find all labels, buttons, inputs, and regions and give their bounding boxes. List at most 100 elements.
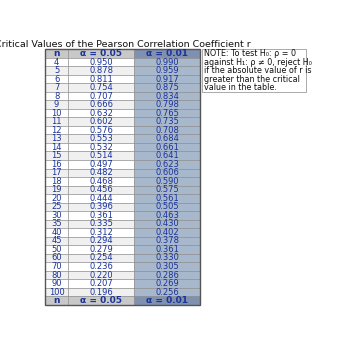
Text: 0.661: 0.661 [155, 143, 179, 152]
Bar [68, 279, 134, 288]
Text: 40: 40 [51, 228, 62, 237]
Bar [134, 92, 200, 100]
Text: 25: 25 [51, 202, 62, 211]
Text: α = 0.01: α = 0.01 [146, 296, 188, 305]
Text: 0.576: 0.576 [89, 126, 113, 135]
Bar [134, 143, 200, 152]
Bar [134, 117, 200, 126]
Bar [68, 228, 134, 237]
Text: 16: 16 [51, 160, 62, 169]
Text: 0.378: 0.378 [155, 236, 179, 245]
Bar [68, 185, 134, 194]
Text: 13: 13 [51, 134, 62, 143]
Bar [45, 279, 68, 288]
Bar [134, 279, 200, 288]
Bar [45, 177, 68, 185]
Text: 4: 4 [54, 57, 59, 66]
Bar [134, 75, 200, 83]
Text: NOTE: To test H₀: ρ = 0: NOTE: To test H₀: ρ = 0 [204, 49, 296, 58]
Bar [134, 152, 200, 160]
Text: 0.684: 0.684 [155, 134, 179, 143]
Bar [45, 143, 68, 152]
Text: 0.294: 0.294 [89, 236, 113, 245]
Bar [134, 185, 200, 194]
Text: 0.707: 0.707 [89, 92, 113, 101]
Text: 80: 80 [51, 271, 62, 280]
Bar [45, 100, 68, 109]
Bar [45, 254, 68, 262]
Text: 60: 60 [51, 254, 62, 263]
Bar [68, 49, 134, 58]
Text: 7: 7 [54, 83, 59, 92]
Bar [68, 211, 134, 220]
Text: 0.878: 0.878 [89, 66, 113, 75]
Text: 0.402: 0.402 [155, 228, 179, 237]
Bar [68, 237, 134, 245]
Bar [45, 75, 68, 83]
Bar [45, 262, 68, 271]
Bar [134, 220, 200, 228]
Text: 0.959: 0.959 [155, 66, 179, 75]
Text: 0.220: 0.220 [89, 271, 113, 280]
Bar [45, 152, 68, 160]
Bar [134, 288, 200, 296]
Bar [68, 262, 134, 271]
Text: 19: 19 [51, 185, 62, 194]
Text: 100: 100 [49, 288, 64, 297]
Bar [45, 126, 68, 135]
Text: 0.196: 0.196 [89, 288, 113, 297]
Text: 0.312: 0.312 [89, 228, 113, 237]
Text: 0.330: 0.330 [155, 254, 179, 263]
Bar [134, 66, 200, 75]
Bar [68, 117, 134, 126]
Text: 0.514: 0.514 [89, 151, 113, 160]
Bar [68, 92, 134, 100]
Bar [45, 117, 68, 126]
Bar [45, 271, 68, 279]
Text: 12: 12 [51, 126, 62, 135]
Bar [134, 254, 200, 262]
Bar [134, 271, 200, 279]
Text: α = 0.01: α = 0.01 [146, 49, 188, 58]
Bar [202, 49, 306, 92]
Bar [134, 211, 200, 220]
Bar [45, 288, 68, 296]
Text: 0.765: 0.765 [155, 109, 179, 118]
Text: 9: 9 [54, 100, 59, 109]
Bar [68, 177, 134, 185]
Bar [68, 66, 134, 75]
Text: 0.990: 0.990 [155, 57, 179, 66]
Text: 90: 90 [51, 279, 62, 288]
Bar [134, 58, 200, 66]
Bar [68, 160, 134, 169]
Bar [68, 194, 134, 203]
Text: 0.553: 0.553 [89, 134, 113, 143]
Bar [45, 169, 68, 177]
Bar [45, 66, 68, 75]
Bar [45, 203, 68, 211]
Text: 0.950: 0.950 [89, 57, 113, 66]
Text: α = 0.05: α = 0.05 [80, 296, 122, 305]
Text: 0.602: 0.602 [89, 117, 113, 126]
Text: 45: 45 [51, 236, 62, 245]
Bar [134, 49, 200, 58]
Text: 0.207: 0.207 [89, 279, 113, 288]
Text: 0.532: 0.532 [89, 143, 113, 152]
Bar [45, 160, 68, 169]
Bar [68, 220, 134, 228]
Text: 0.590: 0.590 [155, 177, 179, 186]
Text: 8: 8 [54, 92, 59, 101]
Text: 0.456: 0.456 [89, 185, 113, 194]
Text: 0.430: 0.430 [155, 219, 179, 228]
Bar [134, 237, 200, 245]
Text: 0.666: 0.666 [89, 100, 113, 109]
Text: value in the table.: value in the table. [204, 83, 277, 92]
Text: 0.561: 0.561 [155, 194, 179, 203]
Text: 0.754: 0.754 [89, 83, 113, 92]
Bar [68, 203, 134, 211]
Text: Critical Values of the Pearson Correlation Coefficient r: Critical Values of the Pearson Correlati… [0, 39, 250, 48]
Bar [134, 83, 200, 92]
Bar [45, 228, 68, 237]
Text: 0.875: 0.875 [155, 83, 179, 92]
Text: 0.606: 0.606 [155, 168, 179, 177]
